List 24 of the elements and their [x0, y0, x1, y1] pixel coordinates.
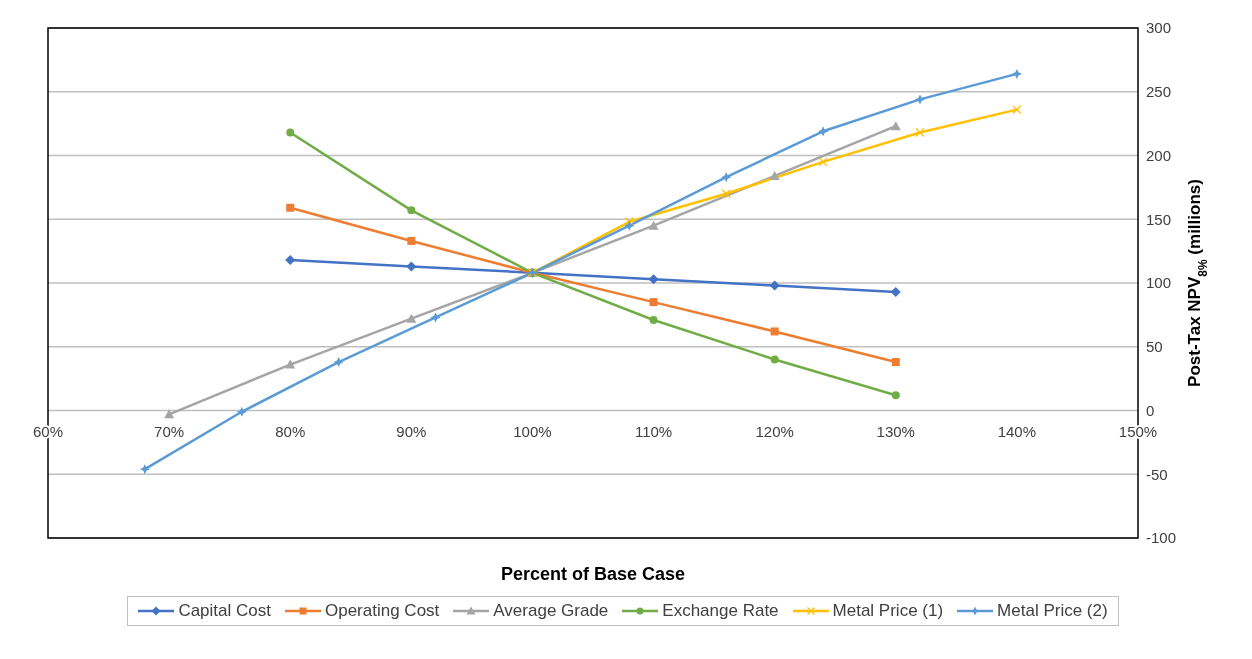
legend-label: Metal Price (2)	[997, 601, 1108, 621]
y-tick-label: 50	[1146, 338, 1163, 356]
legend-label: Metal Price (1)	[832, 601, 944, 621]
x-tick-label: 130%	[876, 422, 915, 440]
x-tick-label: 120%	[755, 422, 794, 440]
y-tick-label: 0	[1146, 401, 1155, 419]
legend-label: Capital Cost	[178, 601, 271, 621]
x-tick-label: 100%	[513, 422, 552, 440]
legend-label: Operating Cost	[324, 601, 440, 621]
x-tick-label: 110%	[634, 422, 673, 440]
y-tick-label: 100	[1146, 274, 1172, 292]
y-tick-label: -100	[1146, 529, 1177, 547]
x-tick-label: 140%	[997, 422, 1037, 440]
y-tick-label: 300	[1146, 19, 1172, 37]
y-tick-label: 200	[1146, 146, 1172, 164]
y-tick-label: 250	[1146, 83, 1172, 101]
x-axis-title: Percent of Base Case	[500, 564, 686, 584]
x-tick-label: 80%	[275, 422, 306, 440]
y-tick-label: 150	[1146, 210, 1172, 228]
y-tick-label: -50	[1146, 465, 1168, 483]
legend-label: Exchange Rate	[662, 601, 779, 621]
x-tick-label: 90%	[396, 422, 427, 440]
legend-label: Average Grade	[493, 601, 609, 621]
x-tick-label: 70%	[154, 422, 185, 440]
